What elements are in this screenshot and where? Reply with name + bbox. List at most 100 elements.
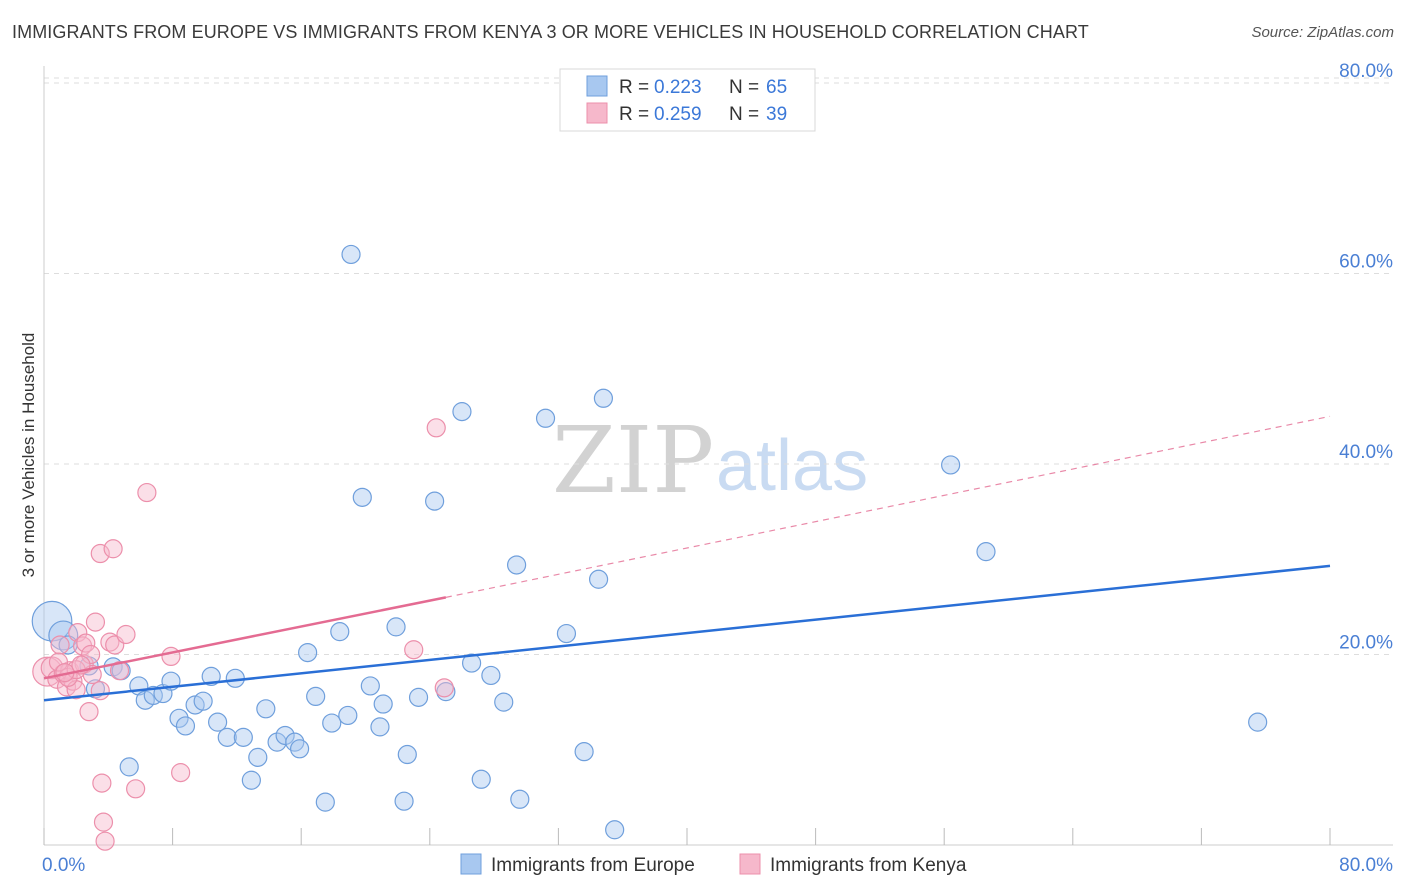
europe-point — [298, 642, 318, 663]
europe-point — [225, 668, 245, 688]
x-axis-max-label: 80.0% — [1339, 855, 1393, 876]
europe-point — [507, 555, 527, 575]
bottom-legend-swatch-kenya — [739, 853, 761, 875]
europe-point — [289, 739, 310, 759]
kenya-trend-line — [43, 596, 447, 680]
y-tick-label: 60.0% — [1339, 252, 1393, 273]
europe-point — [169, 708, 189, 728]
europe-point — [588, 569, 609, 589]
kenya-point — [137, 482, 157, 503]
europe-point — [535, 408, 556, 428]
europe-point — [193, 691, 213, 711]
y-tick-labels: 20.0% 40.0% 60.0% 80.0% — [1339, 61, 1393, 654]
europe-point — [397, 744, 417, 765]
europe-point — [322, 713, 342, 733]
y-axis-title: 3 or more Vehicles in Household — [19, 333, 38, 578]
kenya-point — [404, 640, 424, 660]
europe-point — [341, 244, 361, 265]
europe-point — [315, 792, 335, 812]
kenya-point — [90, 543, 110, 564]
europe-point — [394, 791, 414, 811]
kenya-point — [48, 652, 69, 672]
legend-r-label-kenya: R = — [619, 104, 649, 125]
bottom-legend-label-kenya: Immigrants from Kenya — [770, 855, 967, 876]
europe-point — [330, 622, 350, 642]
europe-point — [373, 694, 393, 714]
europe-point — [352, 487, 372, 507]
legend-r-value-europe: 0.223 — [654, 77, 702, 98]
axes — [43, 66, 1393, 846]
europe-point — [241, 770, 261, 790]
europe-point — [201, 666, 221, 687]
europe-point — [175, 716, 196, 736]
europe-point — [494, 692, 514, 712]
europe-point — [256, 699, 276, 719]
europe-point — [510, 789, 530, 809]
series-legend: Immigrants from Europe Immigrants from K… — [460, 853, 967, 876]
europe-point — [208, 712, 228, 732]
kenya-point — [93, 812, 114, 832]
legend-r-value-kenya: 0.259 — [654, 104, 702, 125]
y-tick-label: 80.0% — [1339, 61, 1393, 82]
europe-points — [31, 244, 1268, 840]
europe-point — [471, 769, 491, 789]
legend-swatch-kenya — [586, 102, 608, 124]
europe-point — [386, 617, 406, 637]
kenya-point — [79, 702, 99, 722]
kenya-point — [95, 831, 115, 851]
y-tick-label: 20.0% — [1339, 633, 1393, 654]
kenya-point — [171, 763, 191, 783]
kenya-point — [434, 678, 454, 698]
kenya-point — [90, 681, 110, 701]
europe-trend-line — [43, 564, 1331, 702]
kenya-point — [81, 644, 101, 665]
europe-point — [481, 665, 501, 686]
europe-point — [233, 727, 253, 747]
europe-point — [275, 725, 295, 746]
europe-point — [360, 676, 380, 696]
chart-title: IMMIGRANTS FROM EUROPE VS IMMIGRANTS FRO… — [12, 22, 1089, 42]
kenya-point — [85, 612, 106, 632]
europe-point — [593, 388, 614, 408]
europe-point — [338, 705, 358, 726]
kenya-point — [92, 773, 112, 793]
kenya-point — [109, 661, 130, 681]
europe-point — [119, 757, 139, 777]
kenya-point — [76, 633, 96, 653]
europe-point — [605, 820, 625, 840]
kenya-point — [161, 646, 181, 667]
x-axis-min-label: 0.0% — [42, 855, 85, 876]
bottom-legend-label-europe: Immigrants from Europe — [491, 855, 695, 876]
europe-point — [306, 686, 326, 707]
europe-point — [370, 717, 390, 737]
europe-point — [461, 653, 482, 673]
legend-n-label-europe: N = — [729, 77, 759, 98]
europe-point — [1248, 712, 1268, 732]
kenya-point — [103, 539, 123, 559]
kenya-point — [116, 624, 136, 645]
bottom-legend-swatch-europe — [460, 853, 482, 875]
kenya-point — [426, 418, 446, 438]
watermark: ZIP atlas — [552, 407, 868, 514]
europe-point — [425, 491, 445, 511]
legend-r-label-europe: R = — [619, 77, 649, 98]
source-credit: Source: ZipAtlas.com — [1251, 24, 1394, 41]
legend-swatch-europe — [586, 75, 608, 97]
europe-point — [452, 402, 472, 422]
kenya-trend-extension — [445, 415, 1331, 598]
legend-n-value-kenya: 39 — [766, 104, 787, 125]
watermark-zip: ZIP — [552, 407, 714, 514]
legend-n-label-kenya: N = — [729, 104, 759, 125]
x-ticks — [43, 828, 1331, 845]
legend-n-value-europe: 65 — [766, 77, 787, 98]
trend-lines — [43, 415, 1331, 702]
europe-point — [408, 687, 429, 707]
correlation-legend: R = 0.223 N = 65 R = 0.259 N = 39 — [559, 68, 816, 132]
europe-point — [556, 623, 577, 644]
y-tick-label: 40.0% — [1339, 442, 1393, 463]
europe-point — [574, 742, 594, 762]
europe-point — [976, 542, 996, 562]
gridlines — [44, 77, 1393, 655]
europe-point — [143, 685, 163, 706]
europe-point — [941, 455, 961, 475]
